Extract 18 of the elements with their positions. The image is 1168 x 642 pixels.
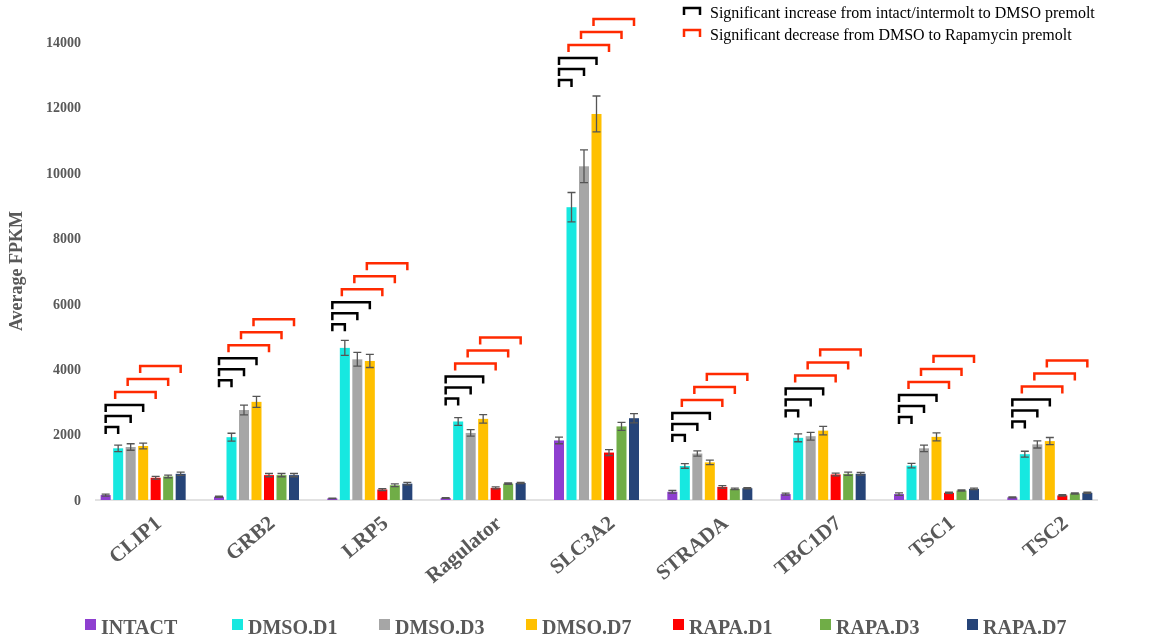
legend-label: DMSO.D1: [248, 616, 338, 638]
y-tick-label: 14000: [46, 34, 81, 50]
y-tick-label: 2000: [53, 427, 81, 443]
y-tick-label: 8000: [53, 231, 81, 247]
y-tick-label: 10000: [46, 165, 81, 181]
legend-label: INTACT: [101, 616, 178, 638]
legend-label: RAPA.D7: [983, 616, 1067, 638]
text: Significant increase from intact/intermolt to DMSO premolt: [710, 3, 1096, 22]
y-tick-label: 4000: [53, 362, 81, 378]
legend-label: DMSO.D3: [395, 616, 485, 638]
legend-label: RAPA.D1: [689, 616, 773, 638]
y-tick-label: 12000: [46, 100, 81, 116]
y-tick-label: 0: [74, 492, 81, 508]
annotation: Significant decrease from DMSO to Rapamycin premolt: [710, 25, 1073, 44]
y-tick-label: 6000: [53, 296, 81, 312]
legend-label: RAPA.D3: [836, 616, 920, 638]
legend-label: DMSO.D7: [542, 616, 632, 638]
y-axis-title: Average FPKM: [6, 210, 26, 332]
